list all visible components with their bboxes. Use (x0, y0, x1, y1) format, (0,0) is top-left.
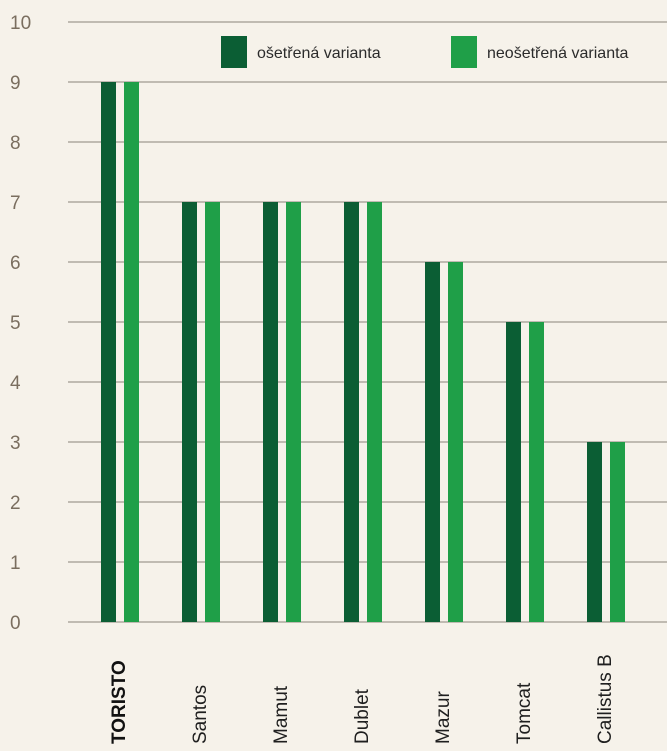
x-category-label: Dublet (352, 688, 373, 744)
legend-label: ošetřená varianta (257, 45, 381, 62)
y-tick-label: 8 (10, 133, 21, 154)
bar-treated-mamut (263, 202, 278, 622)
y-tick-label: 5 (10, 313, 21, 334)
legend-item-untreated: neošetřená varianta (451, 36, 629, 68)
bar-untreated-tomcat (529, 322, 544, 622)
y-tick-label: 7 (10, 193, 21, 214)
y-tick-label: 6 (10, 253, 21, 274)
x-category-label: Mazur (433, 691, 454, 744)
bar-treated-toristo (101, 82, 116, 622)
bar-untreated-santos (205, 202, 220, 622)
x-category-label: Tomcat (514, 682, 535, 744)
bar-treated-dublet (344, 202, 359, 622)
x-category-label: Mamut (271, 685, 292, 744)
y-tick-label: 4 (10, 373, 21, 394)
legend-item-treated: ošetřená varianta (221, 36, 381, 68)
legend-label: neošetřená varianta (487, 45, 629, 62)
bar-treated-callistus-b (587, 442, 602, 622)
x-category-label: Callistus B (595, 654, 616, 744)
y-tick-label: 1 (10, 553, 21, 574)
y-tick-label: 10 (10, 13, 31, 34)
bar-untreated-mamut (286, 202, 301, 622)
bar-treated-mazur (425, 262, 440, 622)
y-tick-label: 9 (10, 73, 21, 94)
x-category-label: Santos (190, 685, 211, 744)
legend-swatch (451, 36, 477, 68)
bar-untreated-mazur (448, 262, 463, 622)
y-tick-label: 0 (10, 613, 21, 634)
y-axis-labels: 0 1 2 3 4 5 6 7 8 9 10 (10, 13, 31, 634)
x-axis-labels: TORISTO Santos Mamut Dublet Mazur Tomcat Calli… (109, 654, 616, 744)
bar-untreated-toristo (124, 82, 139, 622)
x-category-label: TORISTO (109, 660, 130, 744)
bar-treated-tomcat (506, 322, 521, 622)
legend-swatch (221, 36, 247, 68)
y-tick-label: 3 (10, 433, 21, 454)
legend: ošetřená varianta neošetřená varianta (221, 36, 629, 68)
bar-treated-santos (182, 202, 197, 622)
y-tick-label: 2 (10, 493, 21, 514)
bar-untreated-callistus-b (610, 442, 625, 622)
bars-layer (101, 82, 625, 622)
bar-untreated-dublet (367, 202, 382, 622)
